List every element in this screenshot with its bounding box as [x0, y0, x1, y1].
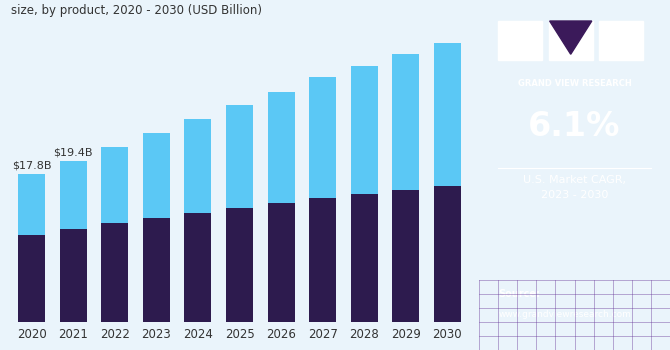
- Bar: [267, 203, 295, 322]
- Bar: [393, 190, 419, 322]
- Text: U.S. Market CAGR,
2023 - 2030: U.S. Market CAGR, 2023 - 2030: [523, 175, 626, 200]
- Bar: [226, 105, 253, 209]
- Bar: [350, 194, 378, 322]
- Bar: [267, 92, 295, 203]
- Bar: [143, 218, 170, 322]
- Legend: Fixed, Mobile: Fixed, Mobile: [159, 349, 302, 350]
- Text: www.grandviewresearch.com: www.grandviewresearch.com: [498, 310, 631, 319]
- FancyBboxPatch shape: [600, 21, 643, 60]
- Text: $17.8B: $17.8B: [12, 160, 52, 170]
- Bar: [60, 161, 86, 229]
- Bar: [101, 223, 129, 322]
- FancyBboxPatch shape: [549, 21, 593, 60]
- Bar: [184, 119, 212, 214]
- Text: size, by product, 2020 - 2030 (USD Billion): size, by product, 2020 - 2030 (USD Billi…: [11, 4, 263, 17]
- Text: Source:: Source:: [498, 289, 540, 299]
- Bar: [18, 174, 45, 235]
- Text: $19.4B: $19.4B: [54, 147, 93, 157]
- Bar: [18, 235, 45, 322]
- Bar: [226, 209, 253, 322]
- Bar: [350, 66, 378, 194]
- Bar: [434, 43, 461, 186]
- FancyBboxPatch shape: [498, 21, 542, 60]
- Bar: [434, 186, 461, 322]
- Bar: [60, 229, 86, 322]
- Text: 6.1%: 6.1%: [529, 110, 620, 143]
- Bar: [101, 147, 129, 223]
- Text: GRAND VIEW RESEARCH: GRAND VIEW RESEARCH: [518, 79, 631, 88]
- Bar: [393, 54, 419, 190]
- Polygon shape: [549, 21, 592, 54]
- Bar: [309, 77, 336, 198]
- Bar: [143, 133, 170, 218]
- Bar: [309, 198, 336, 322]
- Bar: [184, 214, 212, 322]
